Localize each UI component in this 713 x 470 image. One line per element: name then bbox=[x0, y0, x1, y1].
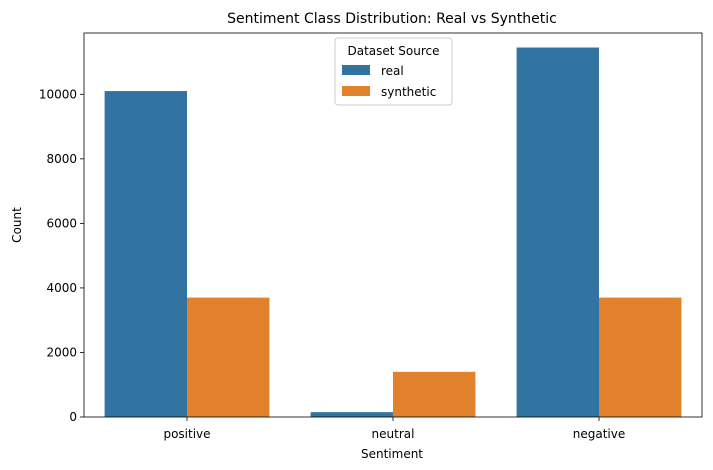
legend-label-synthetic: synthetic bbox=[381, 85, 436, 99]
bar-positive-real bbox=[104, 91, 187, 417]
axes-frame bbox=[83, 32, 703, 418]
legend-swatch-real bbox=[342, 65, 370, 75]
y-axis-label: Count bbox=[10, 207, 24, 243]
x-axis-label: Sentiment bbox=[361, 447, 423, 461]
legend-label-real: real bbox=[381, 64, 404, 78]
chart-title: Sentiment Class Distribution: Real vs Sy… bbox=[227, 11, 557, 27]
legend-title: Dataset Source bbox=[347, 44, 439, 58]
plot-area: positive neutral negative 0 2000 4000 6000 8000… bbox=[39, 32, 703, 441]
y-tick-label: 0 bbox=[69, 410, 77, 424]
bar-negative-real bbox=[516, 47, 599, 418]
y-tick-label: 6000 bbox=[46, 216, 77, 230]
x-tick-label: positive bbox=[163, 427, 210, 441]
legend-swatch-synthetic bbox=[342, 86, 370, 96]
y-tick-label: 4000 bbox=[46, 281, 77, 295]
y-tick-label: 8000 bbox=[46, 152, 77, 166]
bar-negative-synthetic bbox=[599, 297, 682, 417]
y-tick-label: 2000 bbox=[46, 345, 77, 359]
x-tick-label: neutral bbox=[372, 427, 415, 441]
bar-positive-synthetic bbox=[187, 297, 270, 417]
bar-neutral-synthetic bbox=[393, 371, 476, 417]
x-tick-label: negative bbox=[573, 427, 625, 441]
bar-neutral-real bbox=[310, 412, 393, 417]
y-tick-label: 10000 bbox=[39, 87, 77, 101]
legend: Dataset Source real synthetic bbox=[334, 37, 453, 106]
